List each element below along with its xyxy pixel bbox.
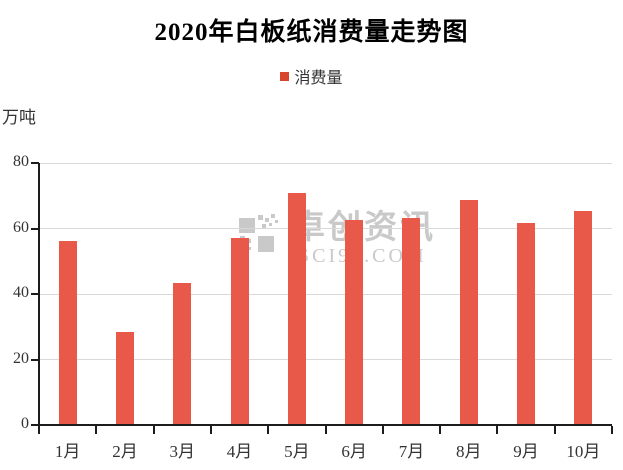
legend: 消费量: [0, 64, 623, 88]
x-axis-tick: [95, 426, 98, 434]
bar-10月: [574, 211, 593, 425]
x-axis-tick-label: 10月: [566, 442, 601, 461]
y-axis-tick: [31, 162, 39, 164]
x-axis-tick-label: 1月: [54, 442, 81, 461]
legend-label: 消费量: [294, 70, 343, 87]
x-axis-line: [38, 424, 612, 426]
bar-5月: [287, 193, 306, 425]
y-axis-tick-label: 0: [21, 415, 29, 432]
y-axis-unit-label: 万吨: [2, 108, 36, 127]
x-axis-tick-label: 9月: [513, 442, 539, 461]
x-axis-tick: [152, 426, 155, 434]
bar-9月: [517, 223, 536, 425]
bar-3月: [173, 283, 192, 425]
gridline: [39, 293, 612, 295]
bar-7月: [402, 218, 421, 425]
x-axis-tick-label: 7月: [398, 442, 425, 461]
x-axis-tick-label: 2月: [112, 442, 138, 461]
y-axis-line: [38, 163, 40, 425]
bar-6月: [345, 219, 364, 425]
gridline: [39, 162, 612, 164]
plot-area: 0 20 40 60 80 1月 2月 3月 4月 5月 6月 7月 8月 9月 10月: [13, 153, 613, 461]
x-axis-tick: [324, 426, 327, 434]
x-axis-tick: [553, 426, 556, 434]
legend-marker-icon: [280, 71, 290, 81]
x-axis-tick-label: 4月: [226, 442, 253, 461]
x-axis-tick-label: 8月: [456, 442, 482, 461]
x-axis-tick: [381, 426, 384, 434]
bar-2月: [115, 332, 134, 425]
gridline: [39, 359, 612, 360]
y-axis-tick-label: 40: [13, 284, 29, 301]
y-axis-tick: [31, 293, 39, 295]
bar-4月: [230, 238, 249, 425]
x-axis-tick-label: 6月: [341, 442, 367, 461]
y-axis-tick-label: 60: [13, 218, 29, 236]
gridline: [39, 228, 612, 229]
x-axis-tick: [611, 426, 613, 434]
x-axis-tick: [267, 426, 270, 434]
bar-1月: [58, 241, 77, 425]
bar-8月: [459, 200, 478, 425]
y-axis-tick: [31, 424, 39, 426]
x-axis-tick: [496, 426, 499, 434]
x-axis-tick: [439, 426, 442, 434]
y-axis-tick: [31, 358, 39, 361]
y-axis-tick-label: 20: [13, 349, 29, 367]
x-axis-tick: [209, 426, 212, 434]
x-axis-tick: [38, 426, 40, 434]
y-axis-tick-label: 80: [13, 153, 29, 170]
chart-title: 2020年白板纸消费量走势图: [154, 19, 469, 46]
x-axis-tick-label: 3月: [169, 442, 196, 461]
y-axis-tick: [31, 227, 39, 230]
x-axis-tick-label: 5月: [284, 442, 310, 461]
